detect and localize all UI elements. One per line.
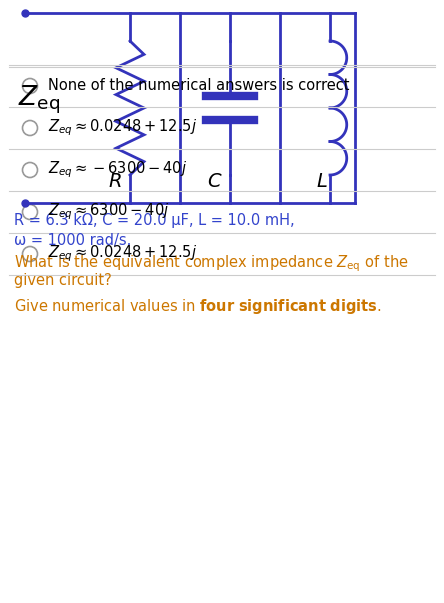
Text: $L$: $L$ [316,173,328,191]
Text: $C$: $C$ [207,173,223,191]
Text: What is the equivalent complex impedance $Z_\mathrm{eq}$ of the: What is the equivalent complex impedance… [14,253,408,274]
Text: Give numerical values in $\mathbf{four\ significant\ digits}$.: Give numerical values in $\mathbf{four\ … [14,297,382,316]
Text: R = 6.3 kΩ, C = 20.0 μF, L = 10.0 mH,: R = 6.3 kΩ, C = 20.0 μF, L = 10.0 mH, [14,213,295,228]
Text: $Z_{eq} \approx 6300 - 40j$: $Z_{eq} \approx 6300 - 40j$ [48,201,169,223]
Text: ω = 1000 rad/s.: ω = 1000 rad/s. [14,233,131,248]
Text: None of the numerical answers is correct: None of the numerical answers is correct [48,78,349,93]
Text: $Z_{eq} \approx -6300 - 40j$: $Z_{eq} \approx -6300 - 40j$ [48,160,187,180]
Text: given circuit?: given circuit? [14,273,112,288]
Text: $Z_\mathrm{eq}$: $Z_\mathrm{eq}$ [18,84,60,116]
Text: $Z_{eq} \approx 0.0248 + 12.5j$: $Z_{eq} \approx 0.0248 + 12.5j$ [48,244,197,264]
Text: $R$: $R$ [108,173,122,191]
Text: $Z_{eq} \approx 0.0248 + 12.5j$: $Z_{eq} \approx 0.0248 + 12.5j$ [48,118,197,138]
